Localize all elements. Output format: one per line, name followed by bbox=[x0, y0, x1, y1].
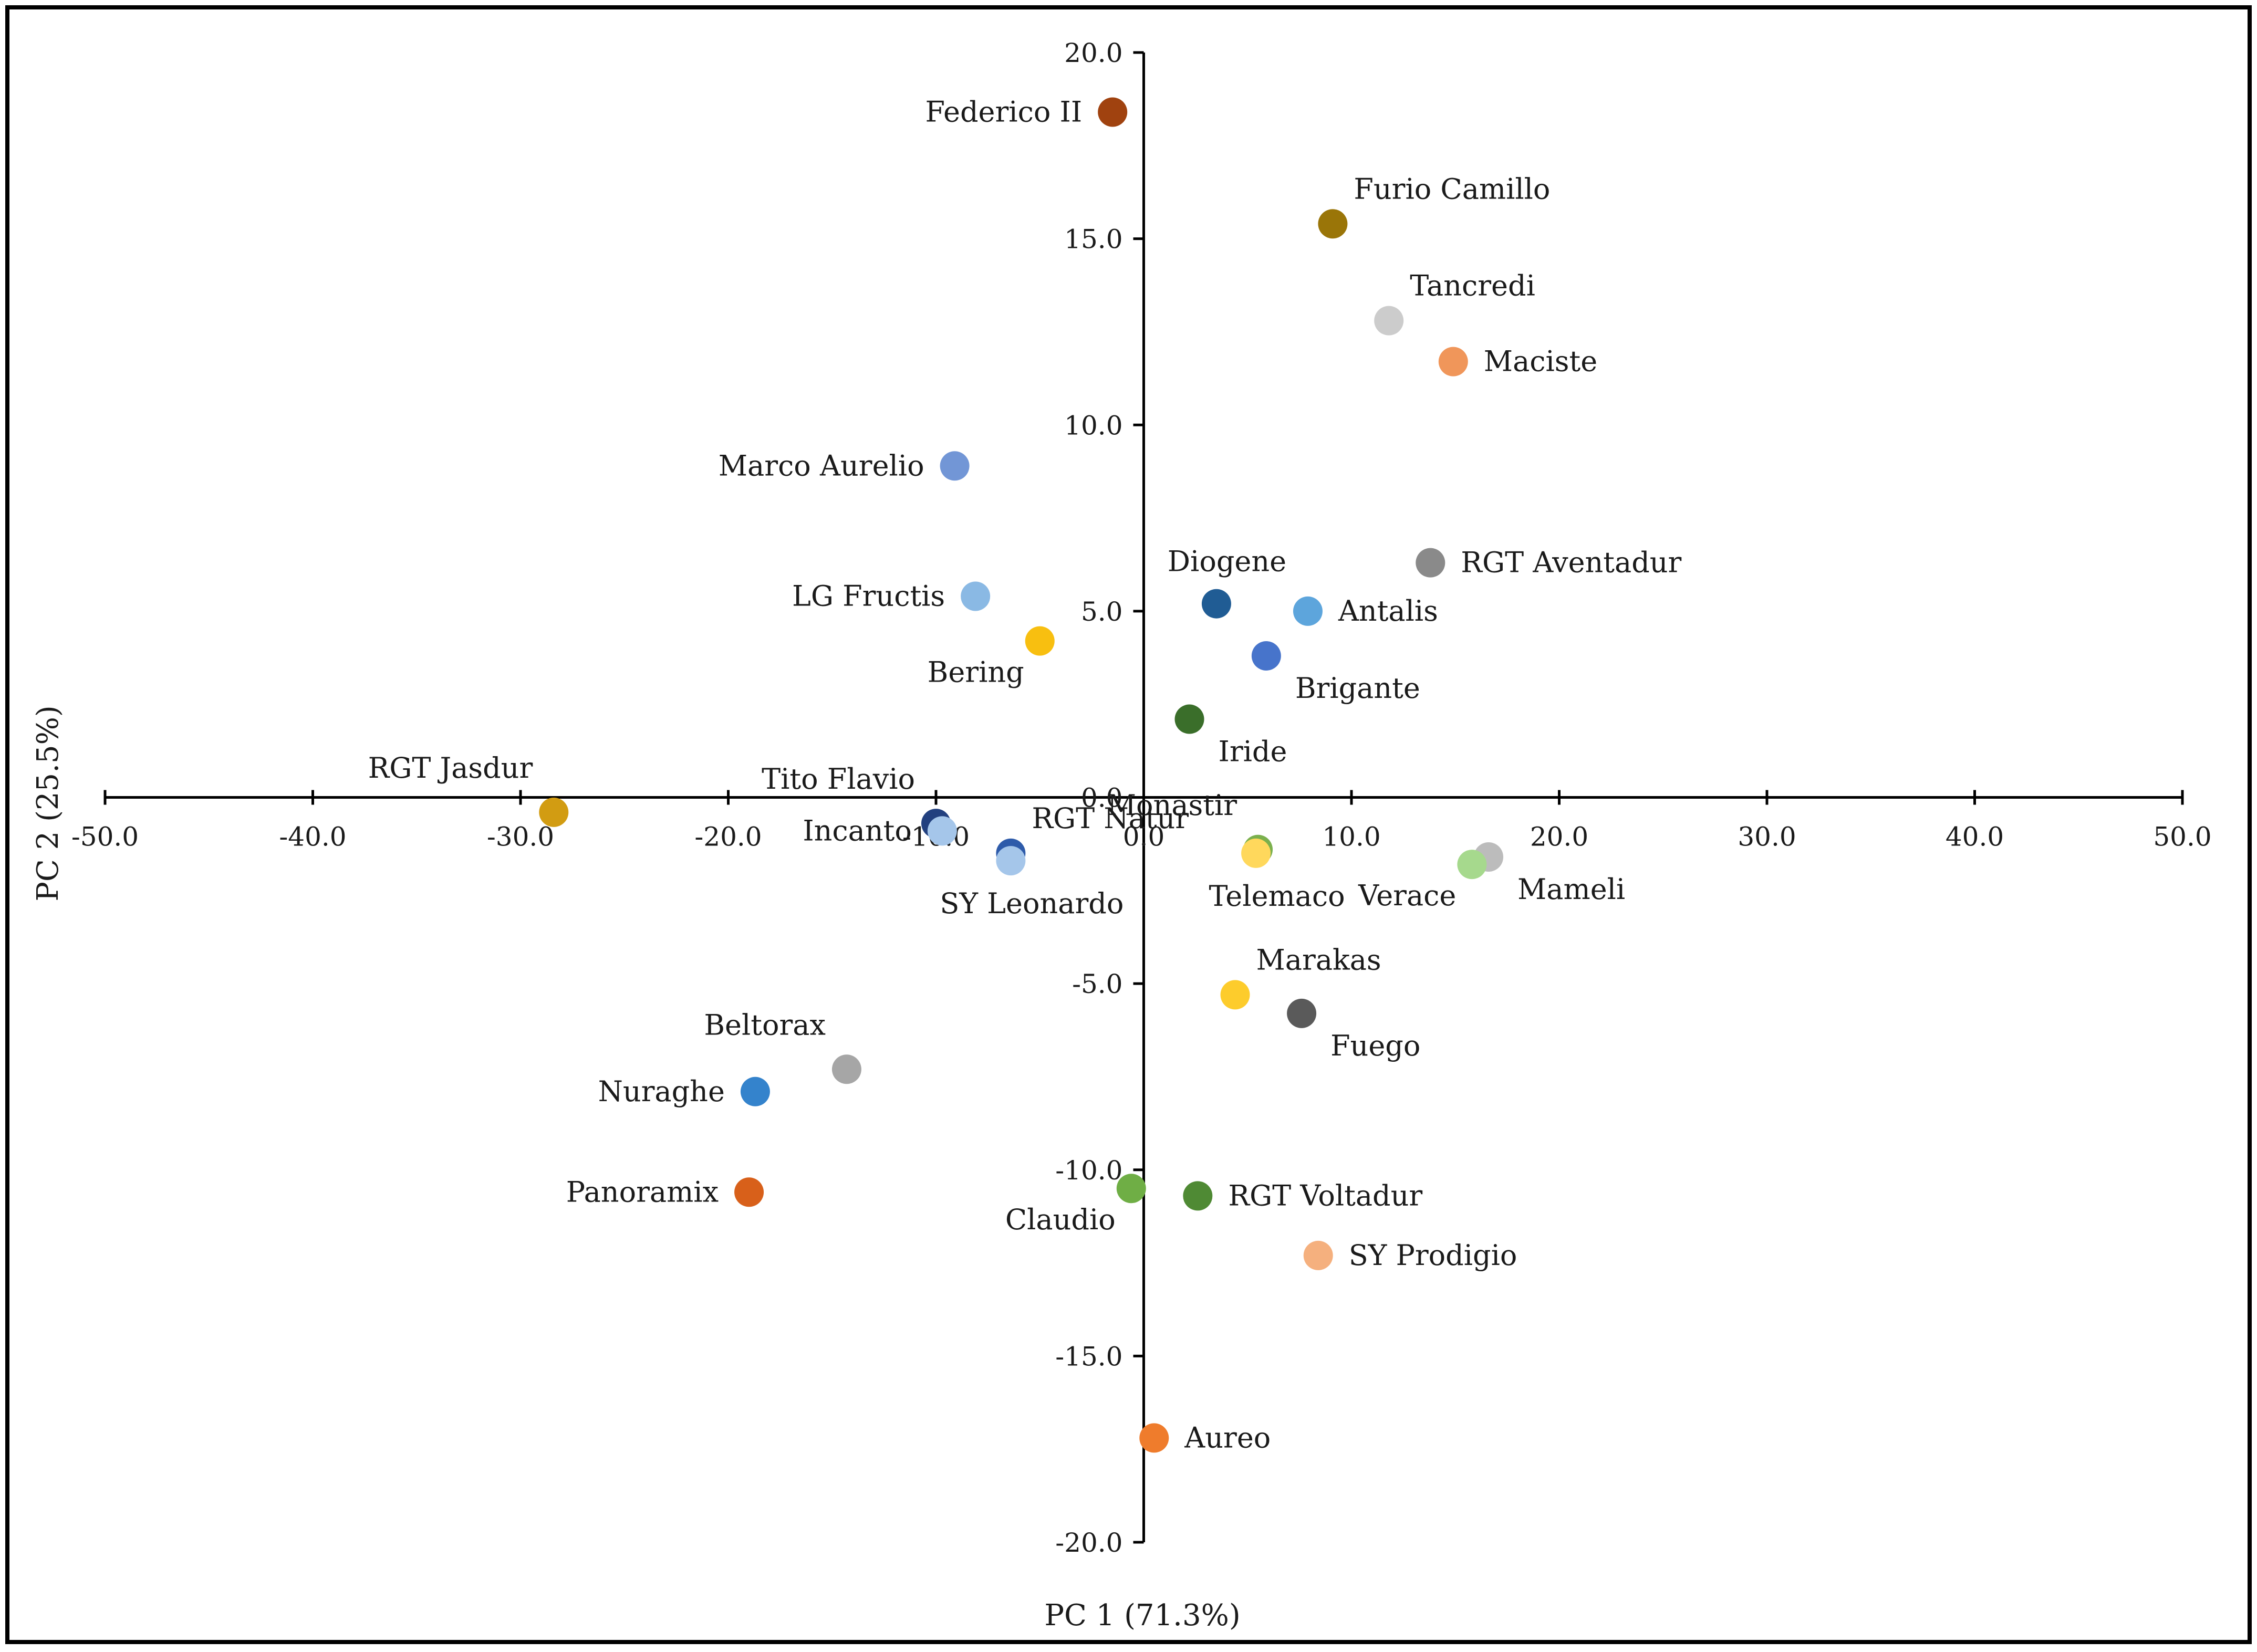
point-label: Maciste bbox=[1484, 345, 1597, 378]
x-tick-label: 50.0 bbox=[2153, 822, 2211, 852]
data-point bbox=[1303, 1240, 1333, 1270]
point-label: Federico II bbox=[925, 95, 1083, 128]
x-tick-label: 10.0 bbox=[1322, 822, 1380, 852]
y-tick-label: -10.0 bbox=[1055, 1155, 1122, 1186]
data-point bbox=[740, 1076, 770, 1106]
point-label: Diogene bbox=[1168, 545, 1286, 578]
y-tick-label: -20.0 bbox=[1055, 1528, 1122, 1558]
point-label: Mameli bbox=[1517, 873, 1625, 906]
y-tick-label: 10.0 bbox=[1064, 410, 1122, 441]
point-label: Verace bbox=[1358, 879, 1456, 912]
point-label: RGT Natur bbox=[1032, 802, 1189, 835]
point-label: Antalis bbox=[1338, 594, 1438, 628]
x-tick-label: 40.0 bbox=[1946, 822, 2004, 852]
point-label: Marco Aurelio bbox=[719, 449, 924, 482]
data-point bbox=[1457, 850, 1487, 880]
chart-border bbox=[5, 5, 2252, 1644]
point-label: Marakas bbox=[1256, 943, 1381, 976]
x-tick-label: -30.0 bbox=[487, 822, 554, 852]
data-points bbox=[539, 97, 1504, 1453]
data-point bbox=[1201, 589, 1231, 619]
point-label: Furio Camillo bbox=[1354, 172, 1550, 205]
data-point bbox=[940, 451, 970, 481]
point-label: LG Fructis bbox=[792, 580, 945, 613]
data-point bbox=[1025, 626, 1055, 656]
point-label: Telemaco bbox=[1209, 880, 1345, 913]
data-point bbox=[1251, 641, 1281, 671]
y-tick-label: -5.0 bbox=[1072, 969, 1122, 999]
point-label: Incanto bbox=[803, 814, 912, 847]
data-point bbox=[927, 816, 957, 846]
x-tick-label: -20.0 bbox=[694, 822, 762, 852]
y-tick-label: 15.0 bbox=[1064, 224, 1122, 255]
data-point bbox=[831, 1054, 861, 1084]
point-label: RGT Aventadur bbox=[1461, 546, 1681, 579]
point-label: Brigante bbox=[1295, 672, 1420, 705]
point-label: SY Prodigio bbox=[1349, 1239, 1517, 1272]
point-label: Claudio bbox=[1005, 1203, 1116, 1236]
point-label: Iride bbox=[1219, 735, 1287, 768]
y-tick-label: 0.0 bbox=[1081, 783, 1123, 813]
point-label: Nuraghe bbox=[598, 1075, 725, 1108]
data-point bbox=[1116, 1174, 1146, 1204]
data-point bbox=[1098, 97, 1128, 127]
data-point bbox=[1220, 980, 1250, 1010]
point-label: Fuego bbox=[1330, 1029, 1420, 1062]
data-point bbox=[961, 581, 991, 611]
x-tick-label: 20.0 bbox=[1530, 822, 1588, 852]
point-label: Panoramix bbox=[566, 1175, 719, 1208]
data-point bbox=[1139, 1423, 1169, 1453]
data-point bbox=[1293, 596, 1323, 626]
point-label: Aureo bbox=[1184, 1421, 1271, 1454]
data-point bbox=[1374, 306, 1404, 336]
data-point bbox=[996, 846, 1026, 876]
point-label: Tancredi bbox=[1410, 269, 1535, 302]
y-axis-title: PC 2 (25.5%) bbox=[31, 705, 65, 901]
x-tick-label: -40.0 bbox=[279, 822, 346, 852]
y-tick-label: 5.0 bbox=[1081, 597, 1123, 627]
y-tick-label: -15.0 bbox=[1055, 1341, 1122, 1372]
point-label: RGT Voltadur bbox=[1228, 1179, 1422, 1212]
x-tick-label: -50.0 bbox=[71, 822, 139, 852]
point-label: Monastir bbox=[1107, 789, 1237, 822]
point-label: RGT Jasdur bbox=[368, 751, 533, 785]
data-point bbox=[1174, 704, 1204, 734]
data-point bbox=[1438, 347, 1468, 377]
data-point bbox=[1241, 838, 1271, 868]
x-axis-title: PC 1 (71.3%) bbox=[1044, 1598, 1240, 1633]
data-point bbox=[1318, 209, 1348, 239]
x-tick-label: 0.0 bbox=[1123, 822, 1165, 852]
data-point bbox=[539, 797, 569, 827]
data-point bbox=[1416, 548, 1445, 578]
point-label: Tito Flavio bbox=[762, 762, 915, 796]
point-label: Bering bbox=[928, 656, 1024, 689]
y-tick-label: 20.0 bbox=[1064, 38, 1122, 68]
point-label: SY Leonardo bbox=[940, 887, 1124, 920]
data-point bbox=[1287, 998, 1317, 1028]
point-label: Beltorax bbox=[704, 1008, 826, 1041]
x-tick-label: 30.0 bbox=[1738, 822, 1796, 852]
data-point bbox=[1183, 1181, 1213, 1211]
point-labels: Federico II Furio Camillo Tancredi Maciste M… bbox=[368, 95, 1682, 1454]
data-point bbox=[734, 1177, 764, 1207]
